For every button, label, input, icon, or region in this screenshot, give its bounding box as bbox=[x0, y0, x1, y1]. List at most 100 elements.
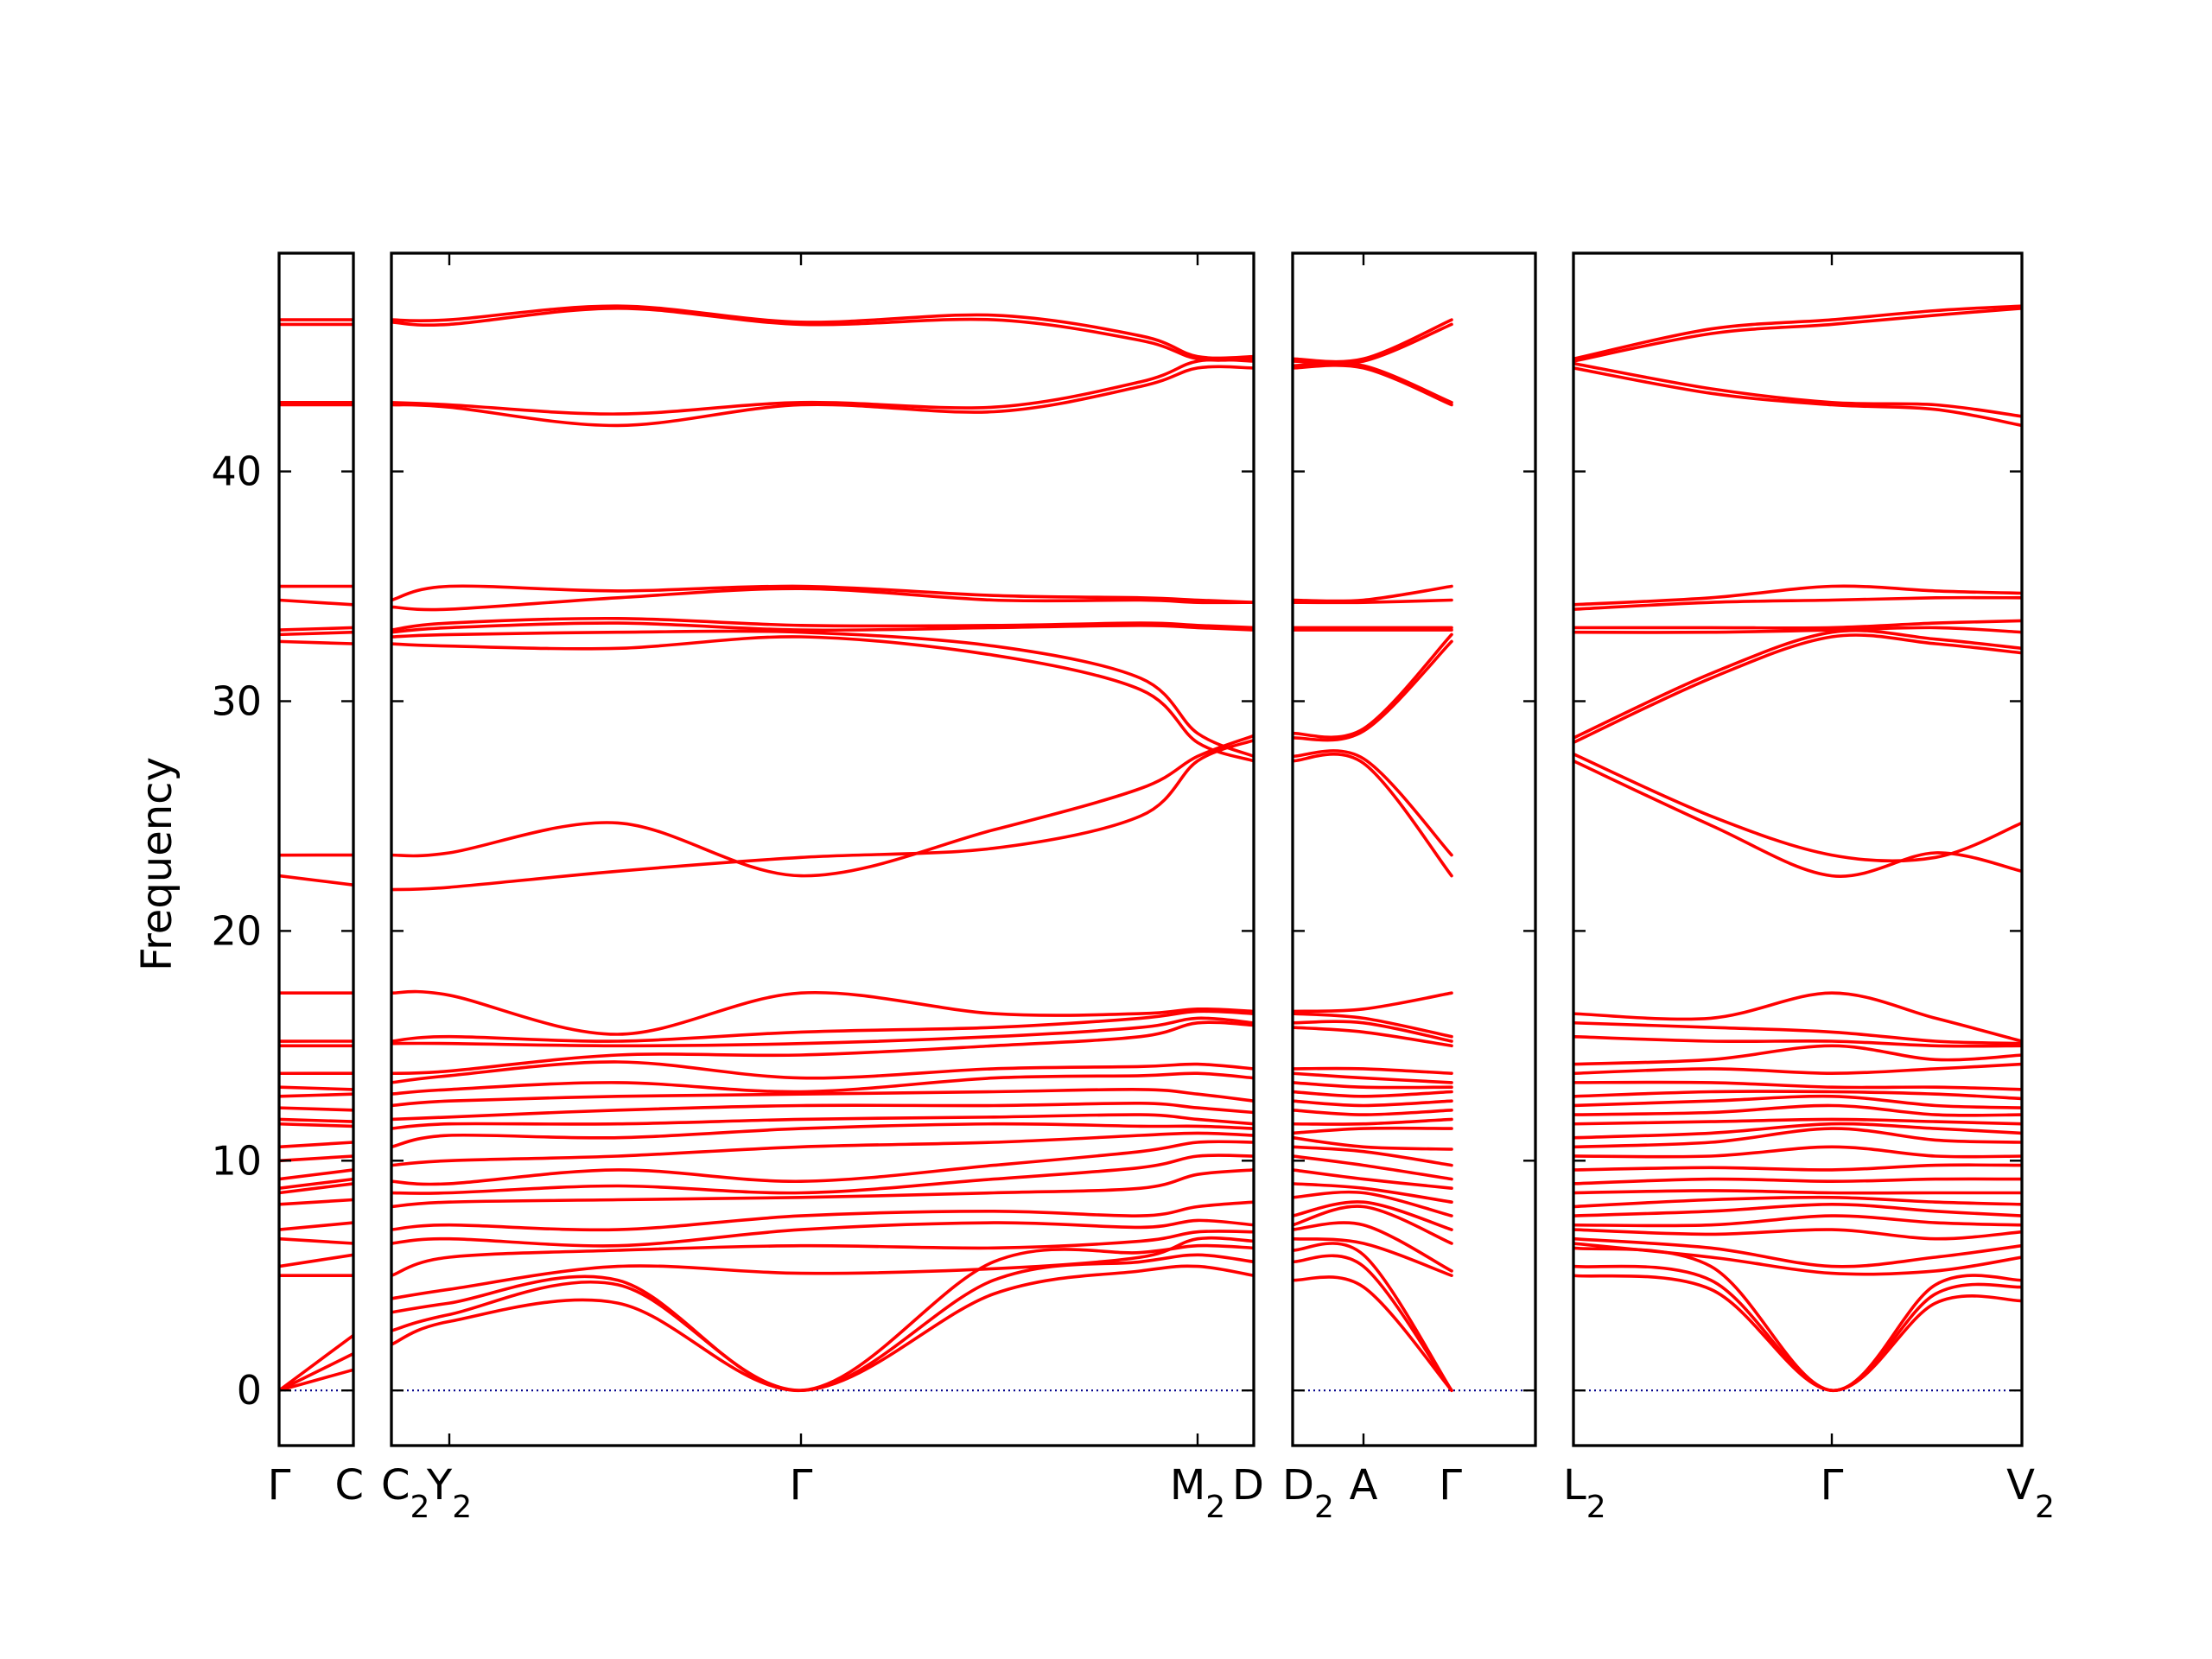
x-tick-label: Γ bbox=[1821, 1461, 1844, 1510]
band-line-p3-27 bbox=[1293, 749, 1453, 857]
band-line-p2-2 bbox=[391, 1253, 1254, 1393]
band-line-p4-24 bbox=[1573, 1020, 2022, 1046]
band-line-p4-22 bbox=[1573, 1044, 2022, 1066]
band-line-p1-27 bbox=[279, 626, 353, 632]
x-tick-label: D2 bbox=[1282, 1461, 1334, 1525]
band-line-p1-10 bbox=[279, 1177, 353, 1190]
band-line-p1-8 bbox=[279, 1198, 353, 1206]
band-line-p3-5 bbox=[1293, 1221, 1453, 1273]
band-line-p3-14 bbox=[1293, 1126, 1453, 1135]
band-line-p2-21 bbox=[391, 989, 1254, 1036]
y-tick-label: 20 bbox=[211, 907, 262, 954]
band-line-p2-29 bbox=[391, 584, 1254, 604]
band-line-p4-30 bbox=[1573, 626, 2022, 634]
x-tick-label: L2 bbox=[1563, 1461, 1606, 1525]
band-line-p4-1 bbox=[1573, 1274, 2022, 1393]
band-line-p4-31 bbox=[1573, 619, 2022, 630]
band-line-p3-4 bbox=[1293, 1236, 1453, 1277]
band-line-p4-34 bbox=[1573, 366, 2022, 428]
band-line-p4-13 bbox=[1573, 1145, 2022, 1159]
panel-1 bbox=[277, 251, 355, 1447]
band-line-p3-36 bbox=[1293, 322, 1453, 365]
band-line-p2-3 bbox=[391, 1243, 1254, 1393]
y-tick-label: 40 bbox=[211, 448, 262, 495]
panel-frame bbox=[277, 251, 355, 1447]
band-line-p2-25 bbox=[391, 629, 1254, 759]
band-line-p3-9 bbox=[1293, 1182, 1453, 1204]
band-line-p1-6 bbox=[279, 1236, 353, 1245]
band-line-p2-30 bbox=[391, 365, 1254, 428]
band-line-p3-21 bbox=[1293, 1066, 1453, 1075]
x-tick-label: Γ bbox=[1439, 1461, 1462, 1510]
band-line-p2-15 bbox=[391, 1088, 1254, 1108]
panel-3 bbox=[1291, 251, 1537, 1447]
band-line-p1-11 bbox=[279, 1168, 353, 1181]
band-line-p3-37 bbox=[1293, 318, 1453, 364]
band-line-p1-9 bbox=[279, 1182, 353, 1195]
band-line-p3-28 bbox=[1293, 639, 1453, 742]
band-line-p1-15 bbox=[279, 1117, 353, 1123]
panel-frame bbox=[390, 251, 1255, 1447]
band-line-p4-17 bbox=[1573, 1103, 2022, 1117]
band-line-p2-10 bbox=[391, 1140, 1254, 1186]
band-line-p2-22 bbox=[391, 738, 1254, 892]
band-line-p3-24 bbox=[1293, 1012, 1453, 1039]
panel-frame bbox=[1572, 251, 2024, 1447]
band-line-p4-33 bbox=[1573, 584, 2022, 607]
x-tick-label: A bbox=[1350, 1461, 1378, 1510]
band-line-p1-25 bbox=[279, 639, 353, 645]
band-line-p4-37 bbox=[1573, 304, 2022, 361]
band-line-p2-20 bbox=[391, 1009, 1254, 1043]
band-line-p2-23 bbox=[391, 734, 1254, 878]
band-line-p3-10 bbox=[1293, 1168, 1453, 1190]
x-tick-label: C bbox=[334, 1461, 364, 1510]
band-line-p3-1 bbox=[1293, 1275, 1453, 1392]
bands-p3 bbox=[1293, 318, 1453, 1392]
band-line-p4-5 bbox=[1573, 1236, 2022, 1268]
band-line-p4-26 bbox=[1573, 759, 2022, 879]
band-line-p2-18 bbox=[391, 1020, 1254, 1076]
band-line-p2-4 bbox=[391, 1236, 1254, 1300]
band-line-p3-22 bbox=[1293, 1026, 1453, 1048]
band-line-p1-23 bbox=[279, 874, 353, 887]
band-line-p4-28 bbox=[1573, 633, 2022, 745]
band-line-p2-17 bbox=[391, 1060, 1254, 1084]
x-tick-label: M2 bbox=[1170, 1461, 1225, 1525]
band-line-p1-17 bbox=[279, 1092, 353, 1098]
y-tick-label: 0 bbox=[237, 1367, 262, 1414]
band-line-p3-34 bbox=[1293, 364, 1453, 407]
band-line-p3-12 bbox=[1293, 1145, 1453, 1167]
x-tick-label: V2 bbox=[2006, 1461, 2055, 1525]
band-line-p2-12 bbox=[391, 1122, 1254, 1149]
band-line-p2-16 bbox=[391, 1071, 1254, 1096]
x-tick-label: Γ bbox=[268, 1461, 291, 1510]
band-line-p2-27 bbox=[391, 616, 1254, 632]
band-line-p3-11 bbox=[1293, 1154, 1453, 1181]
band-line-p4-32 bbox=[1573, 595, 2022, 611]
band-line-p3-32 bbox=[1293, 598, 1453, 605]
band-line-p4-25 bbox=[1573, 991, 2022, 1043]
band-line-p4-18 bbox=[1573, 1094, 2022, 1109]
bands-p1 bbox=[279, 318, 353, 1392]
band-line-p2-32 bbox=[391, 307, 1254, 362]
panel-2 bbox=[390, 251, 1255, 1447]
band-line-p4-2 bbox=[1573, 1264, 2022, 1393]
band-line-p1-7 bbox=[279, 1221, 353, 1231]
band-line-p1-28 bbox=[279, 598, 353, 607]
panel-4 bbox=[1572, 251, 2024, 1447]
band-line-p2-14 bbox=[391, 1101, 1254, 1122]
band-line-p4-23 bbox=[1573, 1034, 2022, 1048]
band-line-p3-8 bbox=[1293, 1190, 1453, 1217]
band-line-p2-33 bbox=[391, 304, 1254, 360]
band-line-p3-18 bbox=[1293, 1090, 1453, 1098]
band-line-p4-29 bbox=[1573, 628, 2022, 740]
band-line-p2-19 bbox=[391, 1016, 1254, 1048]
band-line-p3-35 bbox=[1293, 361, 1453, 404]
band-line-p2-24 bbox=[391, 635, 1254, 763]
band-line-p4-9 bbox=[1573, 1195, 2022, 1209]
band-line-p2-9 bbox=[391, 1154, 1254, 1195]
band-line-p1-13 bbox=[279, 1141, 353, 1149]
band-line-p4-11 bbox=[1573, 1177, 2022, 1185]
band-line-p3-13 bbox=[1293, 1135, 1453, 1151]
